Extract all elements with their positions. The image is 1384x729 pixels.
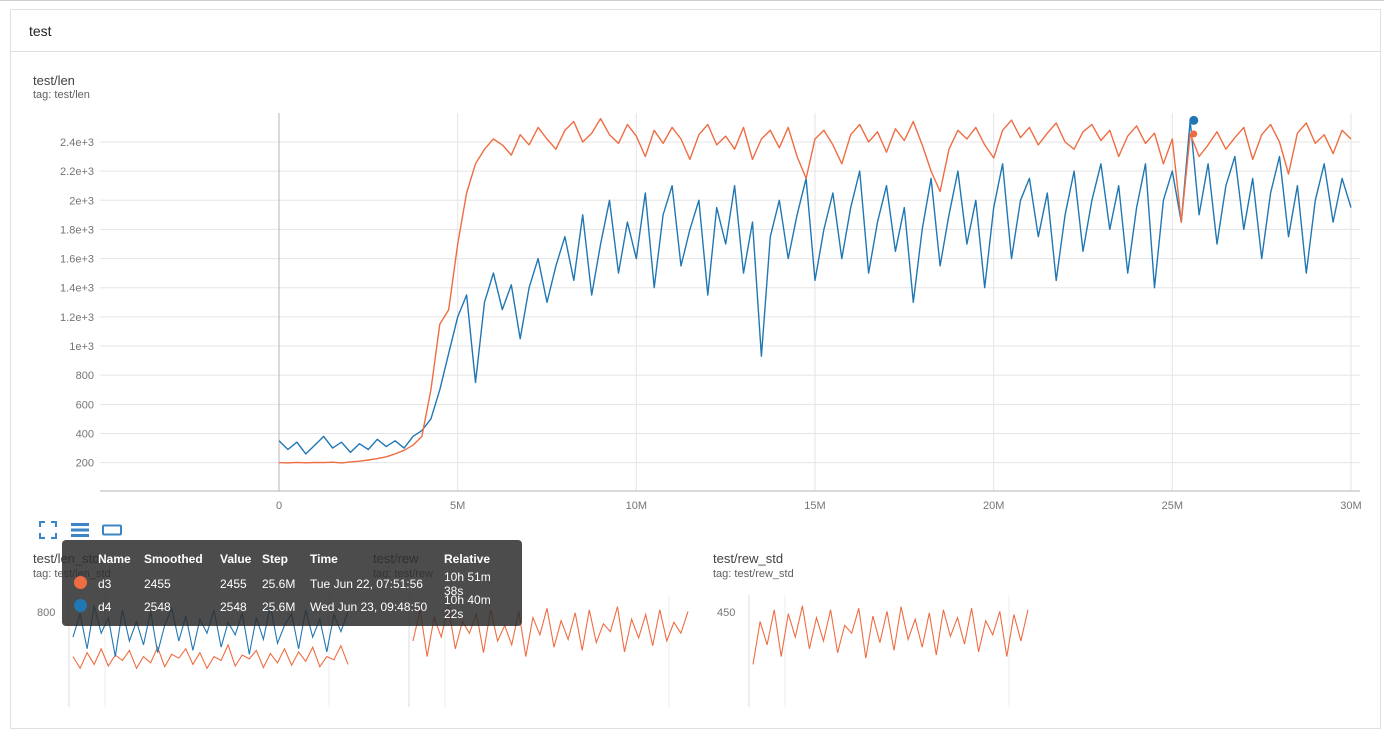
fit-domain-icon <box>102 524 122 536</box>
y-tick-label: 400 <box>76 428 94 440</box>
menu-icon <box>71 523 89 537</box>
mini-chart-title: test/rew_std <box>713 551 784 566</box>
mini-y-tick-label: 800 <box>37 607 56 619</box>
x-tick-label: 5M <box>450 500 465 512</box>
mini-y-tick-label: 450 <box>717 607 736 619</box>
expand-button[interactable] <box>36 518 60 542</box>
y-tick-label: 800 <box>76 370 94 382</box>
y-tick-label: 2.2e+3 <box>60 166 94 178</box>
y-tick-label: 600 <box>76 399 94 411</box>
series-line-d4 <box>278 119 1352 455</box>
tooltip-cell-value: 2548 <box>220 600 247 614</box>
tooltip-cell-smoothed: 2455 <box>144 577 171 591</box>
tooltip-header-time: Time <box>310 552 338 566</box>
tooltip-cell-relative: 10h 51m 38s <box>444 570 491 598</box>
cursor-point-d4 <box>1189 115 1199 125</box>
tooltip-cell-step: 25.6M <box>262 600 296 614</box>
y-tick-label: 1.8e+3 <box>60 224 94 236</box>
y-tick-label: 1.4e+3 <box>60 283 94 295</box>
tooltip-cell-smoothed: 2548 <box>144 600 171 614</box>
chart-tag: tag: test/len <box>33 89 90 101</box>
section-title: test <box>29 22 52 39</box>
tooltip-cell-relative: 10h 40m 22s <box>444 593 491 621</box>
chart-tooltip: Name Smoothed Value Step Time Relative d3 2455 2… <box>62 540 522 626</box>
chart-title: test/len <box>33 73 75 88</box>
tooltip-header-smoothed: Smoothed <box>144 552 203 566</box>
section-header-test[interactable]: test <box>11 10 1380 52</box>
y-tick-label: 200 <box>76 458 94 470</box>
tooltip-cell-name: d3 <box>98 577 112 591</box>
tooltip-cell-value: 2455 <box>220 577 247 591</box>
tooltip-header-step: Step <box>262 552 289 566</box>
x-tick-label: 20M <box>983 500 1004 512</box>
tooltip-row-d3: d3 2455 2455 25.6M Tue Jun 22, 07:51:56 10h 5… <box>74 570 510 598</box>
series-line-d3 <box>278 117 1352 464</box>
chart-card-test-rew_std[interactable]: test/rew_std tag: test/rew_std 450 <box>713 551 1043 707</box>
y-tick-label: 1e+3 <box>69 341 94 353</box>
scalar-chart-test-len[interactable]: 200 400 600 800 1e+3 1.2e+3 1.4e+3 1.6e+3 1.8e+3… <box>0 0 1384 631</box>
tooltip-cell-time: Tue Jun 22, 07:51:56 <box>310 577 423 591</box>
y-tick-label: 2e+3 <box>69 195 94 207</box>
x-tick-label: 0 <box>276 500 282 512</box>
expand-icon <box>39 521 57 539</box>
x-tick-label: 30M <box>1340 500 1361 512</box>
mini-series-line-d3 <box>752 605 1029 665</box>
y-tick-label: 1.2e+3 <box>60 312 94 324</box>
tooltip-cell-time: Wed Jun 23, 09:48:50 <box>310 600 428 614</box>
tooltip-header-value: Value <box>220 552 252 566</box>
tooltip-cell-step: 25.6M <box>262 577 296 591</box>
run-color-dot <box>74 599 87 612</box>
run-color-dot <box>74 576 87 589</box>
top-divider <box>0 0 1384 1</box>
mini-chart-svg <box>748 595 1029 707</box>
tooltip-row-d4: d4 2548 2548 25.6M Wed Jun 23, 09:48:50 10h 4… <box>74 593 510 621</box>
tooltip-header-row: Name Smoothed Value Step Time Relative <box>74 548 510 570</box>
cursor-point-d3 <box>1190 130 1198 138</box>
mini-chart-tag: tag: test/rew_std <box>713 568 794 580</box>
tooltip-cell-name: d4 <box>98 600 112 614</box>
x-tick-label: 25M <box>1162 500 1183 512</box>
chart-toolbar <box>36 518 124 542</box>
x-tick-label: 10M <box>626 500 647 512</box>
tooltip-header-relative: Relative <box>444 552 491 566</box>
y-tick-label: 2.4e+3 <box>60 137 94 149</box>
x-tick-label: 15M <box>804 500 825 512</box>
tooltip-header-name: Name <box>98 552 131 566</box>
fit-domain-button[interactable] <box>100 518 124 542</box>
y-tick-label: 1.6e+3 <box>60 254 94 266</box>
mini-chart-plot[interactable]: 450 <box>713 587 1043 707</box>
runs-menu-button[interactable] <box>68 518 92 542</box>
